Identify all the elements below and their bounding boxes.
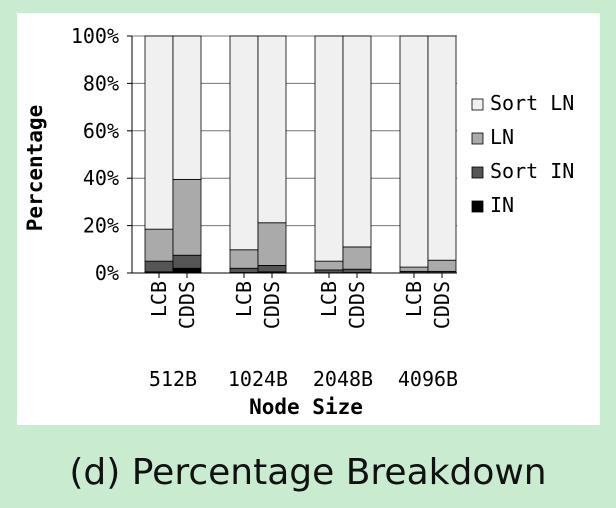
x-category-label: CDDS [260,281,284,329]
legend-swatch [471,132,484,145]
bar-segment-ln [399,266,429,272]
x-group-label: 2048B [313,367,373,391]
y-tick-label: 60% [83,119,119,143]
axes [131,36,457,278]
x-group-labels: 512B 1024B 2048B 4096B [149,367,458,391]
stacked-bar-chart: 0%20%40%60%80%100% LCB CDDS LCB CDDS LCB CDDS… [23,24,574,419]
bar-segment-ln [342,246,372,270]
bar-segment-sort-ln [172,35,202,180]
legend-label: IN [490,193,514,217]
x-group-label: 512B [149,367,197,391]
bar-segment-sort-in [172,254,202,269]
y-tick-label: 20% [83,214,119,238]
legend-swatch [471,98,484,111]
bar-segment-in [172,267,202,274]
bar-segment-sort-ln [399,35,429,268]
bar-segment-sort-in [257,265,287,273]
x-category-label: CDDS [345,281,369,329]
bars [144,35,457,274]
y-tick-label: 80% [83,71,119,95]
bar-segment-sort-ln [342,35,372,248]
x-category-label: LCB [402,281,426,317]
legend-label: Sort IN [490,159,574,183]
bar-segment-sort-ln [144,35,174,230]
bar-segment-sort-ln [427,35,457,261]
bar-segment-sort-in [342,268,372,273]
bar-segment-ln [257,222,287,266]
x-category-label: CDDS [175,281,199,329]
y-tick-label: 0% [95,261,119,285]
x-group-label: 4096B [398,367,458,391]
bar-segment-sort-ln [257,35,287,224]
y-axis-label: Percentage [23,105,47,231]
bar-segment-sort-ln [314,35,344,262]
x-category-label: CDDS [430,281,454,329]
x-axis-label: Node Size [249,395,363,419]
y-tick-label: 40% [83,166,119,190]
bar-segment-sort-in [314,269,344,274]
bar-segment-ln [172,178,202,256]
legend-label: Sort LN [490,91,574,115]
bar-segment-sort-ln [229,35,259,251]
x-group-label: 1024B [228,367,288,391]
legend-swatch [471,200,484,213]
bar-segment-ln [427,259,457,272]
bar-segment-ln [314,260,344,271]
legend-label: LN [490,125,514,149]
legend-swatch [471,166,484,179]
x-category-label: LCB [317,281,341,317]
x-category-labels: LCB CDDS LCB CDDS LCB CDDS LCB CDDS [147,281,454,329]
figure-caption: (d) Percentage Breakdown [69,452,547,493]
x-category-label: LCB [147,281,171,317]
bar-segment-sort-in [144,260,174,273]
bar-segment-ln [144,228,174,262]
chart-panel: 0% 20% 40% 60% 80% 100% LCB CDDS LCB CDDS LCB CDDS… [17,13,600,425]
x-category-label: LCB [232,281,256,317]
bar-segment-ln [229,249,259,269]
y-tick-label: 100% [71,24,119,48]
bar-segment-sort-in [229,267,259,273]
legend: Sort LN LN Sort IN IN [471,91,574,217]
y-ticks: 0% 20% 40% 60% 80% 100% [71,24,132,285]
